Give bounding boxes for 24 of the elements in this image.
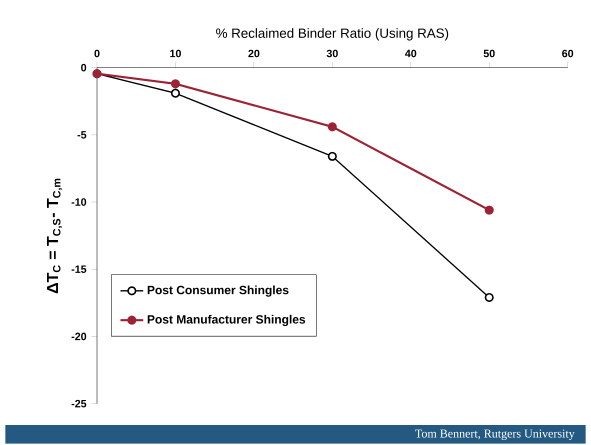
x-tick-label: 60 <box>562 50 574 58</box>
y-tick-label: -20 <box>72 332 86 340</box>
legend-label: Post Manufacturer Shingles <box>148 314 306 326</box>
point <box>484 292 494 302</box>
point <box>328 122 337 132</box>
x-tick-label: 50 <box>484 50 495 58</box>
point <box>328 152 337 161</box>
y-tick-label: -15 <box>72 266 86 273</box>
y-axis-title: ΔT$_{C}$ = T$_{C,S}$- T$_{C,m}$ <box>46 178 62 294</box>
legend-label: Post Consumer Shingles <box>148 285 288 297</box>
y-tick-label: -10 <box>72 198 86 206</box>
x-tick-label: 10 <box>170 50 181 58</box>
point <box>170 79 180 88</box>
y-tick-label: 0 <box>81 64 86 72</box>
x-tick-label: 20 <box>248 50 260 58</box>
point <box>484 206 494 215</box>
point <box>170 88 180 98</box>
x-tick-label: 30 <box>326 50 338 58</box>
x-axis-title: % Reclaimed Binder Ratio (Using RAS) <box>216 28 448 41</box>
text: Tom Bennert, Rutgers University <box>415 430 575 440</box>
x-tick-label: 0 <box>94 50 100 58</box>
x-tick-label: 40 <box>405 50 416 58</box>
y-tick-label: -5 <box>78 131 86 139</box>
y-tick-label: -25 <box>72 400 86 408</box>
